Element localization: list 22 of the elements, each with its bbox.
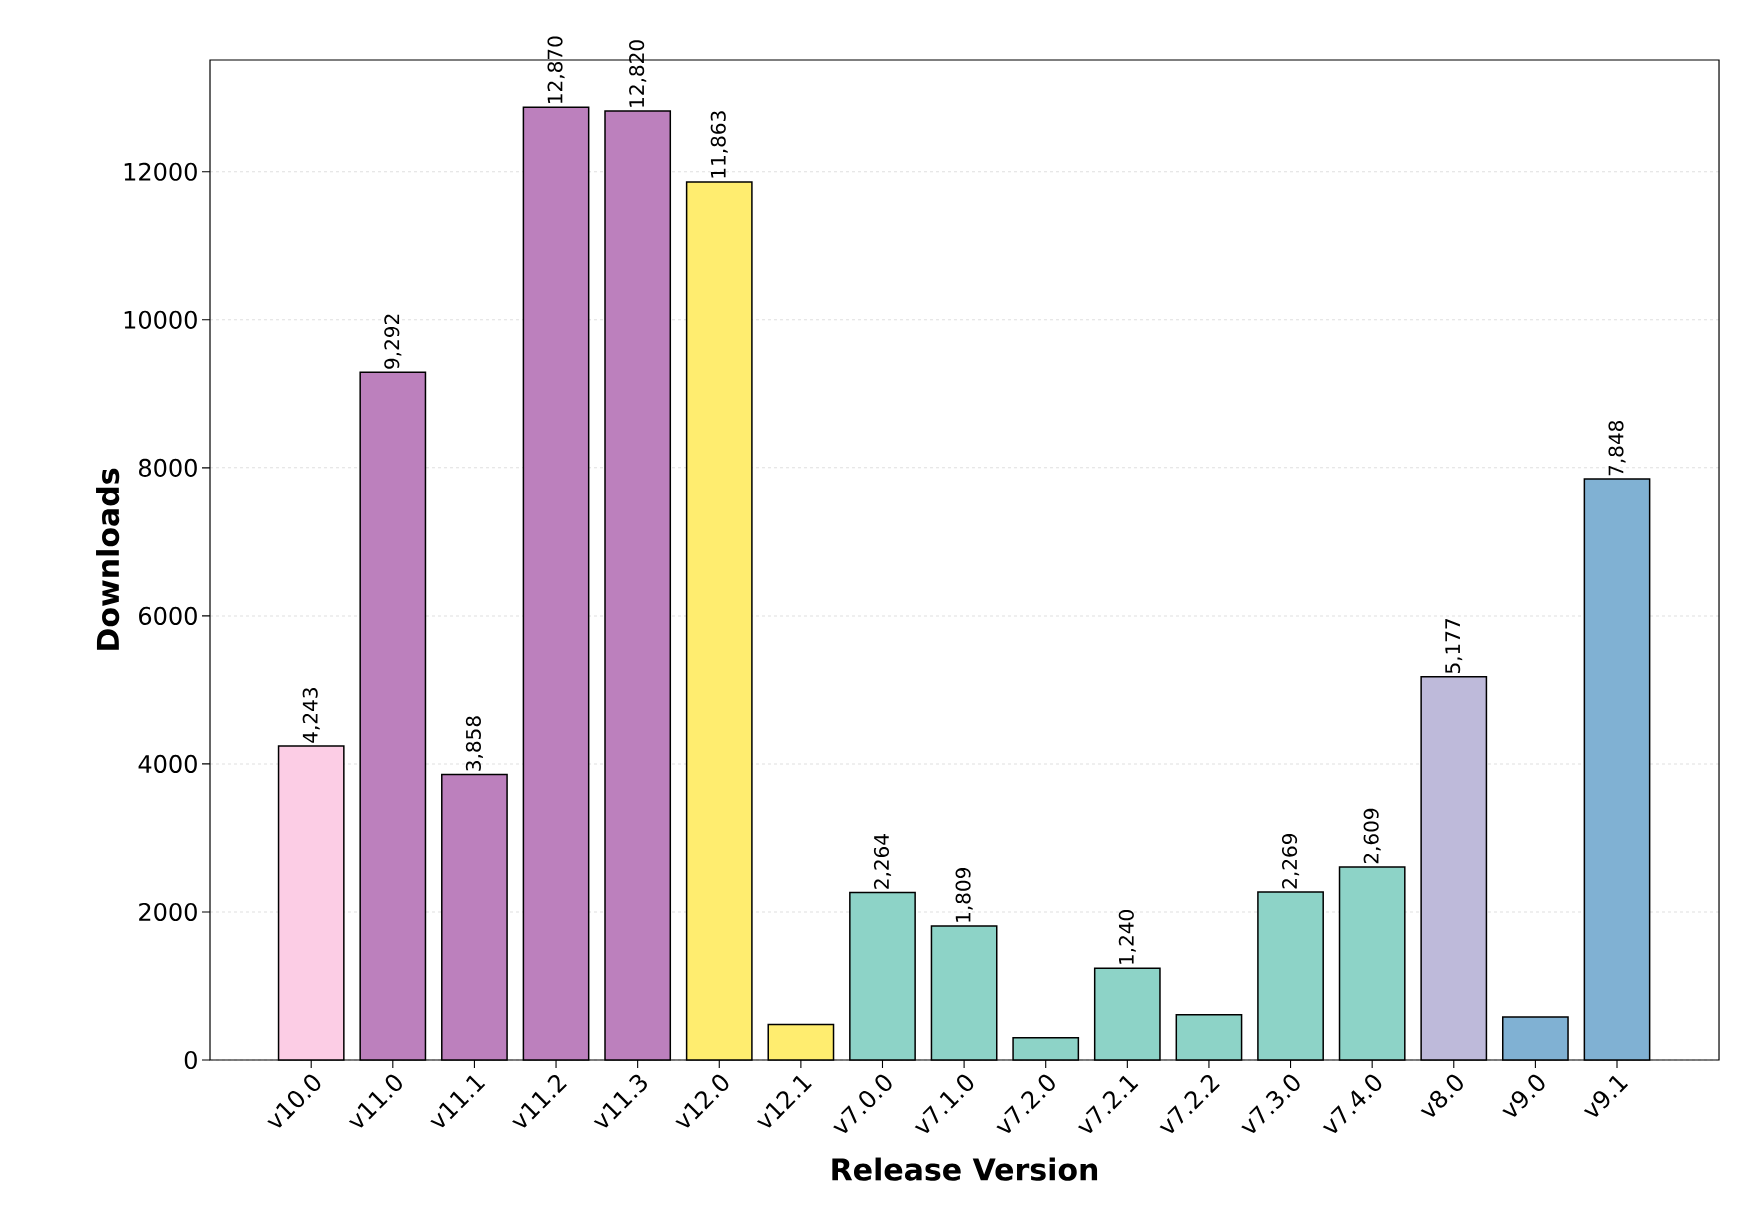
data-label: 3,858: [465, 716, 484, 771]
x-axis-title: Release Version: [832, 1157, 1098, 1181]
y-tick-label: 12000: [124, 162, 197, 181]
data-label: 12,820: [629, 40, 647, 107]
y-tick-label: 4000: [138, 754, 197, 773]
data-label: 4,243: [302, 688, 320, 743]
y-tick-label: 10000: [124, 310, 197, 329]
data-label: 7,848: [1608, 421, 1626, 476]
y-tick-label: 2000: [139, 902, 197, 922]
data-label: 12,870: [547, 36, 565, 103]
y-tick-label: 8000: [139, 458, 197, 477]
y-tick-label: 0: [184, 1050, 197, 1070]
data-label: 5,177: [1445, 619, 1463, 674]
data-label: 11,863: [710, 111, 728, 178]
data-label: 1,240: [1118, 910, 1136, 964]
data-label: 2,269: [1281, 834, 1300, 889]
data-label: 2,609: [1363, 808, 1381, 864]
data-label: 9,292: [384, 314, 402, 369]
data-label: 1,809: [955, 868, 973, 922]
y-tick-label: 6000: [139, 606, 197, 625]
data-label: 2,264: [873, 834, 892, 889]
y-axis-title: Downloads: [96, 468, 120, 650]
